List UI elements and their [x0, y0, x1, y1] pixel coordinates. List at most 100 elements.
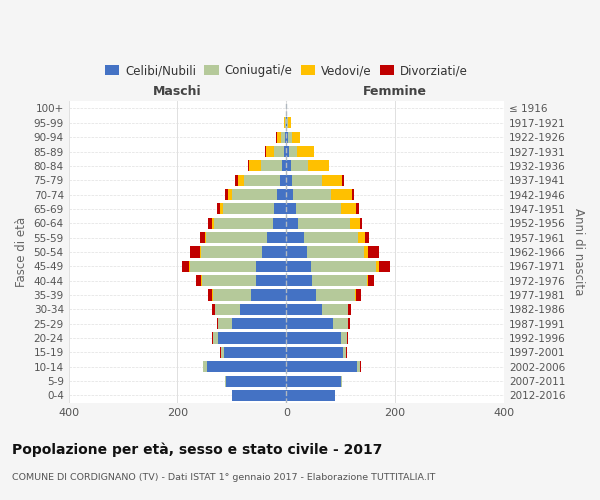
- Bar: [213, 332, 218, 344]
- Bar: [287, 117, 289, 128]
- Bar: [365, 232, 369, 243]
- Bar: [182, 260, 189, 272]
- Bar: [298, 218, 350, 229]
- Bar: [189, 260, 190, 272]
- Bar: [208, 290, 212, 300]
- Bar: [286, 146, 289, 157]
- Bar: [277, 189, 286, 200]
- Bar: [251, 290, 286, 300]
- Bar: [280, 174, 286, 186]
- Bar: [357, 361, 361, 372]
- Bar: [284, 146, 286, 157]
- Bar: [217, 318, 218, 330]
- Bar: [368, 246, 379, 258]
- Bar: [286, 376, 341, 386]
- Text: COMUNE DI CORDIGNANO (TV) - Dati ISTAT 1° gennaio 2017 - Elaborazione TUTTITALIA: COMUNE DI CORDIGNANO (TV) - Dati ISTAT 1…: [12, 472, 436, 482]
- Bar: [286, 347, 343, 358]
- Bar: [352, 189, 355, 200]
- Bar: [288, 132, 292, 142]
- Bar: [341, 376, 342, 386]
- Bar: [213, 290, 251, 300]
- Bar: [212, 304, 215, 315]
- Bar: [227, 189, 232, 200]
- Bar: [360, 218, 362, 229]
- Bar: [367, 275, 368, 286]
- Bar: [286, 117, 287, 128]
- Bar: [364, 246, 368, 258]
- Bar: [226, 376, 286, 386]
- Bar: [250, 160, 261, 172]
- Bar: [307, 246, 364, 258]
- Bar: [304, 232, 358, 243]
- Text: Maschi: Maschi: [153, 86, 202, 98]
- Bar: [274, 146, 284, 157]
- Bar: [341, 332, 347, 344]
- Bar: [286, 204, 296, 214]
- Bar: [313, 275, 367, 286]
- Bar: [311, 260, 376, 272]
- Bar: [208, 218, 212, 229]
- Bar: [292, 132, 301, 142]
- Bar: [289, 117, 291, 128]
- Bar: [289, 146, 297, 157]
- Bar: [212, 218, 214, 229]
- Bar: [286, 332, 341, 344]
- Bar: [205, 232, 206, 243]
- Bar: [376, 260, 379, 272]
- Bar: [286, 304, 322, 315]
- Y-axis label: Anni di nascita: Anni di nascita: [572, 208, 585, 296]
- Bar: [358, 232, 365, 243]
- Text: Popolazione per età, sesso e stato civile - 2017: Popolazione per età, sesso e stato civil…: [12, 442, 382, 457]
- Bar: [308, 160, 329, 172]
- Bar: [215, 304, 240, 315]
- Bar: [274, 204, 286, 214]
- Bar: [218, 332, 286, 344]
- Bar: [286, 160, 290, 172]
- Bar: [238, 174, 244, 186]
- Text: Femmine: Femmine: [363, 86, 427, 98]
- Bar: [208, 361, 286, 372]
- Y-axis label: Fasce di età: Fasce di età: [15, 217, 28, 287]
- Bar: [296, 204, 341, 214]
- Bar: [290, 160, 308, 172]
- Bar: [256, 275, 286, 286]
- Bar: [286, 174, 292, 186]
- Bar: [232, 390, 286, 401]
- Bar: [286, 275, 313, 286]
- Bar: [267, 232, 286, 243]
- Bar: [286, 361, 357, 372]
- Bar: [202, 275, 256, 286]
- Bar: [273, 218, 286, 229]
- Bar: [285, 132, 286, 142]
- Bar: [341, 204, 356, 214]
- Legend: Celibi/Nubili, Coniugati/e, Vedovi/e, Divorziati/e: Celibi/Nubili, Coniugati/e, Vedovi/e, Di…: [101, 60, 471, 80]
- Bar: [235, 174, 238, 186]
- Bar: [286, 260, 311, 272]
- Bar: [190, 246, 200, 258]
- Bar: [316, 290, 355, 300]
- Bar: [348, 318, 350, 330]
- Bar: [196, 275, 202, 286]
- Bar: [190, 260, 256, 272]
- Bar: [232, 318, 286, 330]
- Bar: [368, 275, 374, 286]
- Bar: [286, 390, 335, 401]
- Bar: [266, 146, 274, 157]
- Bar: [343, 174, 344, 186]
- Bar: [232, 189, 277, 200]
- Bar: [262, 246, 286, 258]
- Bar: [286, 318, 332, 330]
- Bar: [282, 160, 286, 172]
- Bar: [200, 232, 205, 243]
- Bar: [225, 189, 227, 200]
- Bar: [347, 332, 349, 344]
- Bar: [201, 246, 262, 258]
- Bar: [286, 189, 293, 200]
- Bar: [286, 232, 304, 243]
- Bar: [331, 189, 352, 200]
- Bar: [355, 290, 356, 300]
- Bar: [322, 304, 348, 315]
- Bar: [349, 304, 351, 315]
- Bar: [244, 174, 280, 186]
- Bar: [261, 160, 282, 172]
